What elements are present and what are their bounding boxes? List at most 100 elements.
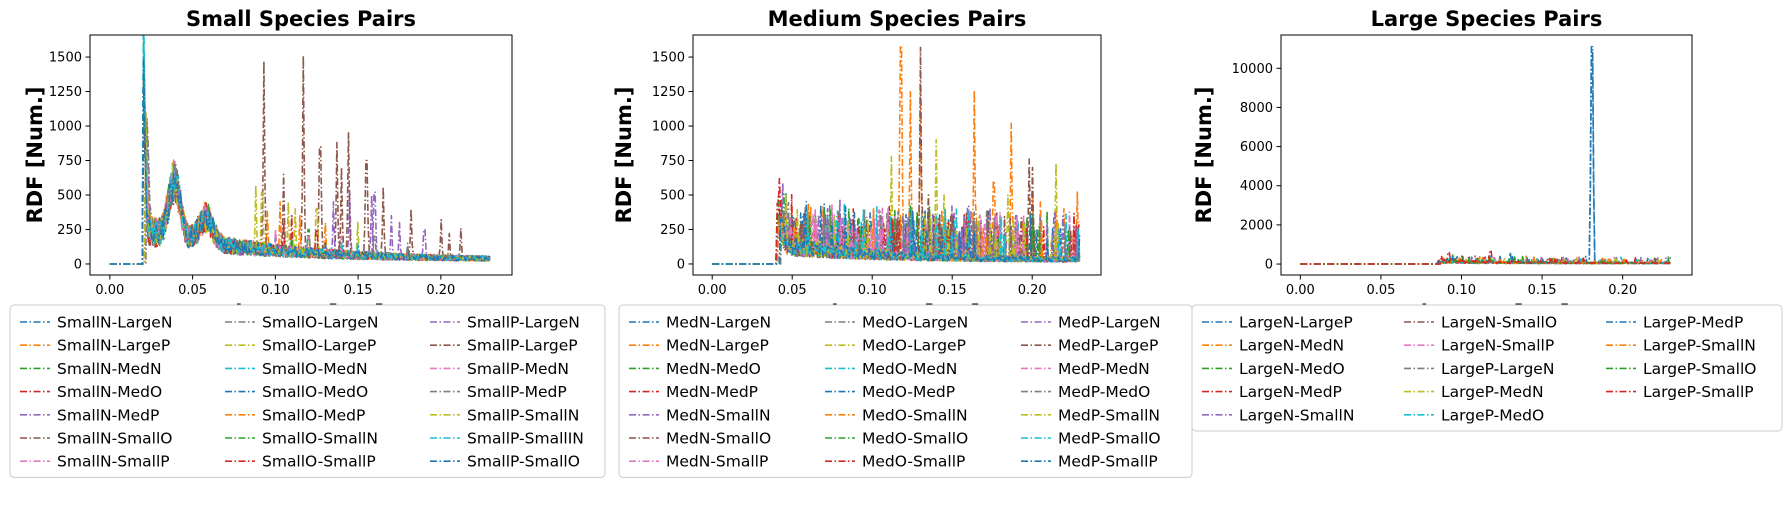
legend-item: LargeN-SmallP [1404,337,1554,355]
legend-label: MedP-SmallN [1058,406,1160,424]
x-tick-label: 0.20 [426,283,455,298]
x-tick-label: 0.00 [1286,283,1315,298]
y-axis-label: RDF [Num.] [1192,87,1216,224]
legend-label: SmallN-MedN [57,360,162,378]
legend-label: SmallP-MedP [467,383,567,401]
series-line [109,56,491,265]
y-tick-label: 6000 [1240,140,1273,155]
x-tick-label: 0.20 [1608,283,1637,298]
legend-item: SmallO-LargeN [225,314,378,332]
x-tick-label: 0.05 [1366,283,1395,298]
legend-label: LargeN-LargeP [1239,314,1353,332]
legend-label: LargeP-MedO [1441,406,1544,424]
legend-item: LargeP-MedP [1606,314,1743,332]
legend-label: MedP-LargeN [1058,314,1161,332]
plot-frame [692,34,1102,276]
y-tick-label: 1500 [49,51,82,66]
legend-item: SmallN-MedN [20,360,162,378]
legend-item: SmallN-MedP [20,406,159,424]
legend-label: SmallP-LargeP [467,337,578,355]
series-line [109,118,491,265]
legend-label: SmallN-MedP [57,406,159,424]
legend-label: LargeP-LargeN [1441,360,1554,378]
y-tick-label: 1000 [49,120,82,135]
legend-item: SmallN-SmallO [20,430,173,448]
series-line [109,111,490,265]
legend-label: LargeN-MedN [1239,337,1344,355]
series-line [109,126,491,265]
legend-item: SmallN-MedO [20,383,162,401]
panel-title: Small Species Pairs [186,7,416,31]
series-line [1300,256,1671,265]
legend-item: MedP-SmallO [1021,430,1161,448]
legend-item: LargeN-SmallN [1202,406,1354,424]
legend-item: MedN-MedO [629,360,761,378]
legend-item: MedO-SmallN [825,406,968,424]
x-tick-label: 0.05 [178,283,207,298]
legend-box [9,304,606,478]
legend-label: MedO-SmallP [862,453,965,471]
legend-item: SmallP-LargeN [430,314,580,332]
legend-item: MedN-MedP [629,383,758,401]
legend-label: MedO-SmallN [862,406,968,424]
legend-label: SmallP-SmallN [467,406,579,424]
legend-label: SmallO-MedO [262,383,368,401]
legend-label: SmallO-MedP [262,406,365,424]
legend-label: MedP-MedO [1058,383,1150,401]
legend-item: SmallO-SmallP [225,453,376,471]
legend-item: MedO-SmallO [825,430,968,448]
legend-label: MedP-LargeP [1058,337,1158,355]
legend: LargeN-LargeP LargeN-MedN LargeN-MedO Large… [1191,304,1783,432]
x-tick-label: 0.15 [938,283,967,298]
legend-label: SmallO-LargeP [262,337,376,355]
legend-label: MedN-SmallN [666,406,771,424]
legend-label: LargeN-SmallO [1441,314,1557,332]
legend-item: MedP-MedN [1021,360,1150,378]
y-tick-label: 4000 [1240,179,1273,194]
legend-label: LargeP-SmallO [1643,360,1756,378]
y-tick-label: 1000 [652,120,685,135]
legend-label: SmallP-LargeN [467,314,580,332]
legend-item: MedP-MedO [1021,383,1150,401]
legend-label: MedO-MedP [862,383,955,401]
legend-label: SmallP-MedN [467,360,569,378]
panel-1: Small Species Pairs 0.00 0.05 0.10 0.15 0.20 0… [9,7,606,478]
x-tick-label: 0.20 [1018,283,1047,298]
legend-item: MedN-LargeP [629,337,769,355]
y-tick-label: 0 [677,257,685,272]
series-line [712,207,1081,265]
y-tick-label: 500 [660,189,685,204]
legend-label: MedN-MedO [666,360,761,378]
legend-item: MedO-LargeN [825,314,968,332]
legend-label: MedP-SmallP [1058,453,1158,471]
panel-title: Large Species Pairs [1371,7,1603,31]
legend-item: LargeP-SmallN [1606,337,1756,355]
legend-label: MedN-LargeP [666,337,769,355]
y-tick-label: 1250 [652,85,685,100]
legend-item: SmallP-MedN [430,360,569,378]
legend-label: SmallN-LargeP [57,337,170,355]
panel-2: Medium Species Pairs 0.00 0.05 0.10 0.15 0.20… [612,7,1193,478]
legend-item: SmallN-LargeN [20,314,172,332]
legend-label: MedN-MedP [666,383,758,401]
y-tick-label: 250 [57,223,82,238]
legend-item: LargeP-MedO [1404,406,1544,424]
y-axis-label: RDF [Num.] [612,87,636,224]
legend-item: MedO-MedP [825,383,955,401]
legend-item: LargeP-SmallO [1606,360,1756,378]
legend-label: SmallO-LargeN [262,314,378,332]
legend-item: MedN-SmallO [629,430,771,448]
y-tick-label: 0 [74,257,82,272]
legend-item: SmallP-MedP [430,383,567,401]
y-tick-label: 750 [660,154,685,169]
series-group [712,45,1081,265]
legend-label: SmallN-LargeN [57,314,172,332]
legend-item: SmallP-LargeP [430,337,578,355]
legend-item: MedP-SmallP [1021,453,1158,471]
legend-item: LargeP-MedN [1404,383,1544,401]
legend-label: MedO-SmallO [862,430,968,448]
series-group [1300,45,1672,265]
legend-label: SmallP-SmallIN [467,430,584,448]
y-tick-label: 500 [57,189,82,204]
